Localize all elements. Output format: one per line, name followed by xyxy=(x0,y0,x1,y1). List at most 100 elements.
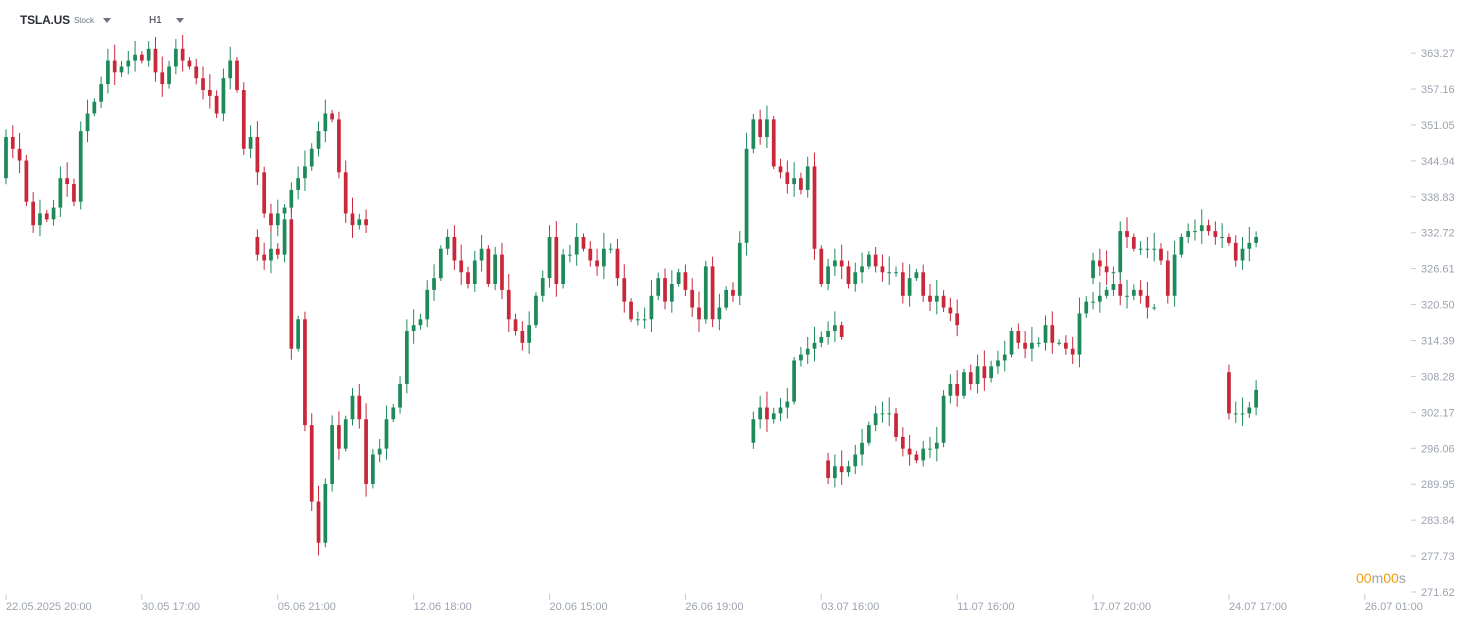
candle-body xyxy=(1118,284,1123,296)
x-tick-label: 11.07 16:00 xyxy=(957,601,1014,613)
y-tick-label: 314.39 xyxy=(1421,336,1455,348)
candle-body xyxy=(1179,236,1184,255)
candle-body xyxy=(133,54,137,61)
candle-body xyxy=(1240,413,1245,415)
candle-body xyxy=(160,72,165,85)
candle-body xyxy=(792,178,796,185)
candle-body xyxy=(887,272,892,274)
candle-body xyxy=(173,48,178,67)
candle-body xyxy=(635,319,640,321)
symbol-dropdown-icon[interactable] xyxy=(102,17,111,23)
candle-body xyxy=(269,248,273,261)
candle-body xyxy=(1193,231,1197,233)
candle-body xyxy=(1111,284,1116,290)
candle-body xyxy=(744,148,749,243)
candle-body xyxy=(955,383,960,396)
candle-body xyxy=(51,207,56,220)
candle-body xyxy=(180,48,185,61)
candle-body xyxy=(1016,331,1021,343)
candle-body xyxy=(316,501,321,543)
candle-body xyxy=(337,119,341,173)
candle-body xyxy=(140,54,144,61)
candle-body xyxy=(506,289,511,320)
candle-body xyxy=(1138,248,1143,250)
candle-body xyxy=(574,236,579,255)
candle-body xyxy=(765,407,769,420)
candle-body xyxy=(860,266,864,273)
candle-body xyxy=(384,419,389,449)
candle-body xyxy=(459,260,464,273)
candle-body xyxy=(785,401,790,408)
candle-body xyxy=(500,254,504,290)
candle-body xyxy=(85,113,90,132)
candle-body xyxy=(1138,289,1143,296)
timeframe-dropdown-icon[interactable] xyxy=(175,17,184,23)
candle-body xyxy=(887,413,892,415)
candle-body xyxy=(1057,342,1061,344)
candle-body xyxy=(201,78,205,90)
candle-body xyxy=(540,278,545,296)
candle-body xyxy=(520,331,525,343)
candle-body xyxy=(1247,242,1252,249)
candle-body xyxy=(1247,407,1252,414)
candle-body xyxy=(1097,260,1102,267)
candle-body xyxy=(758,119,763,138)
candle-body xyxy=(710,266,715,320)
candle-body xyxy=(941,395,946,443)
y-tick-label: 326.61 xyxy=(1421,264,1455,276)
candle-body xyxy=(404,331,409,384)
candle-body xyxy=(581,236,586,249)
candle-body xyxy=(758,407,763,420)
candle-body xyxy=(282,219,287,255)
candle-body xyxy=(303,319,307,426)
candle-body xyxy=(99,84,103,102)
candle-body xyxy=(1104,289,1109,296)
candle-body xyxy=(38,213,42,226)
candle-body xyxy=(1091,301,1095,303)
symbol-type-label: Stock xyxy=(73,15,94,25)
candle-body xyxy=(1084,301,1089,314)
candle-body xyxy=(1159,248,1163,261)
x-tick-label: 30.05 17:00 xyxy=(142,601,200,613)
candle-body xyxy=(445,236,450,249)
candle-body xyxy=(275,248,280,255)
candle-body xyxy=(78,131,83,202)
candle-body xyxy=(323,483,328,543)
candle-countdown: 00m00s xyxy=(1356,570,1406,586)
candle-body xyxy=(669,284,674,302)
candle-body xyxy=(1227,236,1231,243)
x-tick-label: 22.05.2025 20:00 xyxy=(6,601,92,613)
candle-body xyxy=(751,419,756,443)
candle-body xyxy=(554,236,559,285)
candle-body xyxy=(248,137,253,149)
candle-body xyxy=(771,119,776,167)
candle-body xyxy=(350,213,355,226)
candle-body xyxy=(948,383,953,396)
candle-body xyxy=(826,460,830,479)
candle-body xyxy=(207,89,212,96)
candle-body xyxy=(1023,342,1027,349)
candle-body xyxy=(255,137,260,173)
candle-body xyxy=(900,436,905,449)
timeframe-label[interactable]: H1 xyxy=(148,14,162,26)
candle-body xyxy=(1043,325,1048,343)
candle-body xyxy=(547,236,552,279)
y-tick-label: 363.27 xyxy=(1421,48,1455,60)
candle-body xyxy=(1030,342,1034,349)
y-tick-label: 308.28 xyxy=(1421,371,1455,383)
candle-body xyxy=(1131,236,1136,249)
candle-body xyxy=(466,272,470,285)
candle-body xyxy=(799,178,803,190)
candle-body xyxy=(262,254,267,261)
symbol-label[interactable]: TSLA.US xyxy=(20,13,70,27)
y-tick-label: 283.84 xyxy=(1421,515,1455,527)
x-tick-label: 17.07 20:00 xyxy=(1093,601,1151,613)
candle-body xyxy=(411,325,416,332)
candle-body xyxy=(948,307,953,314)
candle-body xyxy=(717,307,722,320)
candle-body xyxy=(1254,389,1258,408)
candle-body xyxy=(894,413,898,437)
candle-body xyxy=(1213,231,1218,237)
candle-body xyxy=(486,248,491,285)
